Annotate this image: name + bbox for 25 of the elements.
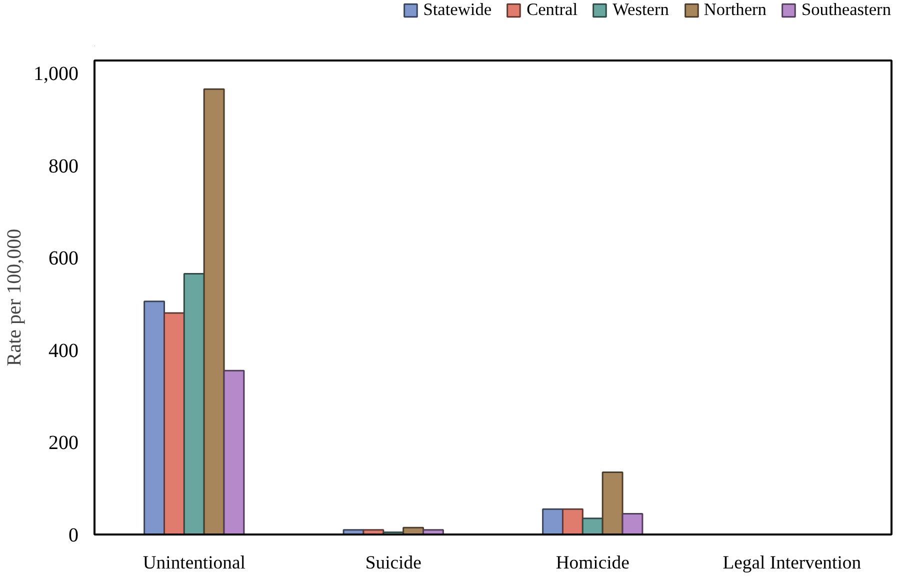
legend-label: Southeastern bbox=[801, 0, 891, 20]
y-tick-label: 400 bbox=[48, 340, 78, 362]
legend-label: Western bbox=[612, 0, 669, 20]
legend-label: Northern bbox=[704, 0, 766, 20]
x-tick-label: Suicide bbox=[365, 552, 422, 574]
x-tick-label: Legal Intervention bbox=[722, 552, 862, 574]
bar bbox=[144, 300, 165, 534]
y-axis-title: Rate per 100,000 bbox=[4, 228, 26, 366]
bar bbox=[542, 508, 564, 534]
x-tick-label: Homicide bbox=[556, 552, 630, 574]
bar bbox=[602, 471, 624, 534]
bar bbox=[562, 508, 584, 534]
y-tick-label: 600 bbox=[48, 248, 78, 270]
bar bbox=[622, 512, 644, 534]
legend-label: Statewide bbox=[423, 0, 492, 20]
legend-label: Central bbox=[526, 0, 578, 20]
bar bbox=[163, 312, 185, 534]
y-tick-label: 1,000 bbox=[34, 62, 78, 85]
bar bbox=[223, 370, 245, 534]
y-tick-label: 800 bbox=[48, 155, 78, 178]
y-tick-label: 200 bbox=[48, 432, 78, 454]
x-tick-label: Unintentional bbox=[142, 552, 246, 574]
bar bbox=[203, 88, 225, 534]
bar bbox=[183, 272, 205, 534]
y-tick-label: 0 bbox=[68, 524, 78, 546]
